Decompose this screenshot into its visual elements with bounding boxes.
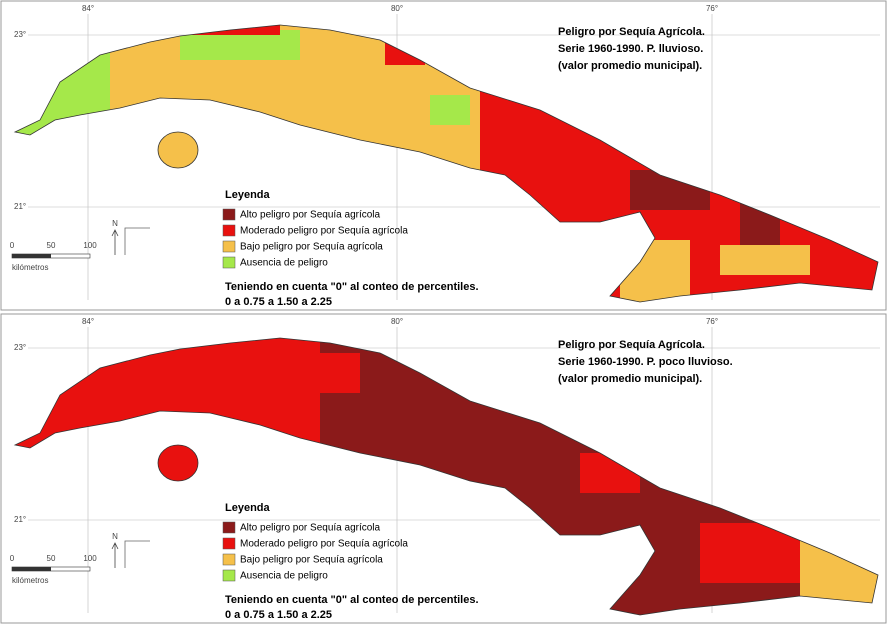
coastline [13,337,879,616]
lon-label: 80° [391,317,403,326]
region [430,95,470,125]
map-title: (valor promedio municipal). [558,60,702,72]
range: 0 a 0.75 a 1.50 a 2.25 [225,296,332,308]
region [280,353,360,393]
scale-bar [12,254,51,258]
map-panel: 84° 80° 76° 23° 21° Peligro por Sequía Agríco… [0,313,887,624]
legend-title: Leyenda [225,502,271,514]
lon-label: 80° [391,4,403,13]
coastline [13,24,879,303]
north-arrow [111,229,119,255]
map-title: (valor promedio municipal). [558,373,702,385]
lat-label: 23° [14,343,26,352]
legend-title: Leyenda [225,189,271,201]
legend-swatch [222,240,236,253]
map-title: Serie 1960-1990. P. lluvioso. [558,43,703,55]
lon-label: 76° [706,317,718,326]
inset-frame [124,227,150,255]
legend-label: Moderado peligro por Sequía agrícola [240,539,408,550]
note: Teniendo en cuenta "0" al conteo de perc… [225,281,479,293]
legend-swatch [222,256,236,269]
map-title: Peligro por Sequía Agrícola. [558,339,705,351]
region [720,245,810,275]
legend-label: Alto peligro por Sequía agrícola [240,210,381,221]
scale-label: 50 [47,554,56,563]
legend-label: Moderado peligro por Sequía agrícola [240,226,408,237]
lat-label: 21° [14,202,26,211]
scale-unit: kilómetros [12,263,48,272]
north-label: N [112,532,118,541]
note: Teniendo en cuenta "0" al conteo de perc… [225,594,479,606]
scale-label: 0 [10,554,15,563]
scale-label: 100 [83,554,97,563]
map-title: Peligro por Sequía Agrícola. [558,26,705,38]
scale-label: 0 [10,241,15,250]
map-panel: 84° 80° 76° 23° 21° Peligro por Sequía Agríco… [0,0,887,311]
legend-label: Alto peligro por Sequía agrícola [240,523,381,534]
legend-swatch [222,537,236,550]
legend-label: Bajo peligro por Sequía agrícola [240,242,383,253]
scale-label: 100 [83,241,97,250]
range: 0 a 0.75 a 1.50 a 2.25 [225,609,332,621]
scale-unit: kilómetros [12,576,48,585]
north-label: N [112,219,118,228]
lon-label: 76° [706,4,718,13]
map-title: Serie 1960-1990. P. poco lluvioso. [558,356,733,368]
lon-label: 84° [82,317,94,326]
legend-label: Bajo peligro por Sequía agrícola [240,555,383,566]
coastline [157,131,199,169]
legend-label: Ausencia de peligro [240,571,328,582]
legend-swatch [222,569,236,582]
inset-frame [124,540,150,568]
north-arrow [111,542,119,568]
lon-label: 84° [82,4,94,13]
legend-label: Ausencia de peligro [240,258,328,269]
coastline [157,444,199,482]
lat-label: 21° [14,515,26,524]
legend-swatch [222,521,236,534]
legend-swatch [222,553,236,566]
legend-swatch [222,208,236,221]
scale-label: 50 [47,241,56,250]
legend-swatch [222,224,236,237]
scale-bar [12,567,51,571]
lat-label: 23° [14,30,26,39]
